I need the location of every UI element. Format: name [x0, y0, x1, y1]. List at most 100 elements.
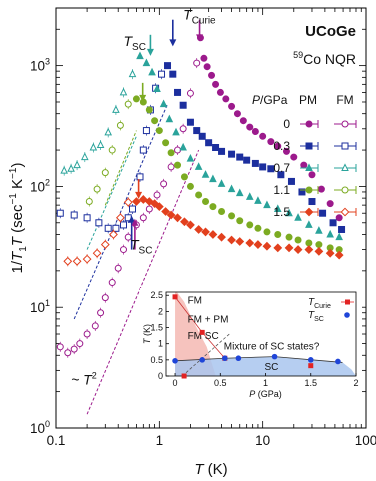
pm-point: [167, 149, 175, 157]
x-axis-label: T (K): [194, 461, 227, 478]
arrow-head: [139, 94, 147, 102]
fm-point: [67, 164, 75, 172]
fm-point: [114, 264, 122, 272]
legend: P/GPa PM FM 0 0.3 0.7 1.1 1.5: [252, 93, 357, 219]
inset-curie-point: [199, 329, 205, 335]
legend-label: 0.7: [273, 161, 290, 175]
fm-point: [85, 198, 93, 206]
inset-sc-point: [222, 355, 228, 362]
pm-point: [151, 117, 159, 125]
inset-y-tick-label: 1: [158, 339, 163, 349]
pm-point: [335, 232, 343, 241]
pm-point: [294, 236, 302, 244]
pm-point: [172, 127, 180, 136]
fm-point: [72, 256, 82, 266]
arrow-head: [135, 191, 143, 199]
pm-point: [274, 230, 282, 238]
pm-point: [282, 147, 290, 155]
series-0_3: [56, 62, 346, 234]
inset-x-tick-label: 1.5: [305, 378, 318, 388]
pm-point: [235, 237, 245, 246]
fm-point: [153, 191, 161, 199]
inset-sc-point: [235, 355, 242, 362]
pm-point: [284, 243, 294, 253]
inset-region-label: SC: [264, 362, 278, 373]
main-arrows: [128, 19, 204, 250]
legend-pm-marker: [305, 120, 313, 128]
pm-point: [293, 245, 303, 254]
pm-point: [193, 127, 201, 135]
fm-point: [193, 59, 201, 67]
fm-point: [95, 219, 103, 227]
pm-point: [290, 153, 298, 161]
pm-point: [132, 95, 140, 103]
pm-point: [314, 246, 324, 256]
pm-point: [267, 138, 275, 146]
series-1_5: [63, 195, 344, 267]
pm-point: [186, 153, 195, 162]
pm-point: [259, 163, 267, 171]
x-tick-label: 100: [355, 433, 376, 448]
pm-point: [273, 204, 282, 213]
series-1_1: [85, 95, 343, 254]
pm-point: [153, 84, 161, 93]
fm-point: [101, 169, 109, 177]
pm-point: [201, 227, 210, 237]
pm-point: [319, 209, 327, 217]
inset-sc-point: [307, 357, 314, 363]
fm-point: [129, 205, 137, 213]
y-axis-label: 1/T1T (sec−1 K−1): [8, 163, 29, 274]
fm-point: [112, 224, 120, 232]
pm-point: [180, 217, 189, 227]
legend-header-p: P/GPa: [252, 93, 288, 107]
pm-point: [298, 188, 306, 196]
pm-point: [180, 173, 188, 181]
chart-subtitle: 59Co NQR: [293, 50, 356, 67]
fm-point: [89, 142, 98, 151]
inset-x-tick-label: 2: [353, 378, 358, 388]
pm-point: [148, 67, 156, 76]
fm-point: [70, 211, 78, 219]
inset-y-tick-label: 2: [158, 306, 163, 316]
legend-fm-marker: [340, 207, 350, 217]
pm-point: [218, 147, 226, 155]
fm-point: [56, 343, 64, 351]
pm-point: [315, 241, 323, 249]
fit-line: [86, 136, 137, 250]
chart-title: UCoGe: [305, 23, 356, 40]
pm-point: [287, 177, 295, 185]
legend-pm-marker: [304, 207, 314, 217]
annotation: TSC: [130, 237, 152, 257]
fm-point: [142, 127, 150, 135]
pm-point: [251, 159, 259, 167]
pm-point: [305, 239, 313, 247]
pm-point: [308, 198, 316, 206]
inset-legend-label: TSC: [308, 310, 324, 323]
series-0_7: [60, 51, 343, 241]
pm-point: [294, 213, 302, 221]
fit-line: [104, 130, 137, 206]
pm-point: [245, 238, 255, 248]
pm-point: [174, 88, 182, 96]
pm-point: [263, 228, 271, 236]
pm-point: [246, 123, 254, 131]
arrow-head: [169, 39, 177, 47]
pm-point: [217, 179, 226, 187]
fm-point: [139, 214, 147, 222]
main-fit-lines: [73, 103, 200, 415]
pm-point: [162, 139, 170, 147]
pm-point: [179, 142, 187, 151]
fm-point: [82, 254, 92, 264]
pm-point: [222, 95, 230, 103]
fm-point: [63, 256, 73, 266]
inset-legend-marker: [344, 312, 350, 318]
pm-point: [308, 171, 316, 179]
fm-point: [56, 209, 64, 217]
inset-y-tick-label: 0: [158, 371, 163, 381]
inset-x-tick-label: 1: [263, 378, 268, 388]
pm-point: [233, 110, 241, 118]
fm-point: [139, 146, 147, 154]
fm-point: [64, 349, 72, 357]
